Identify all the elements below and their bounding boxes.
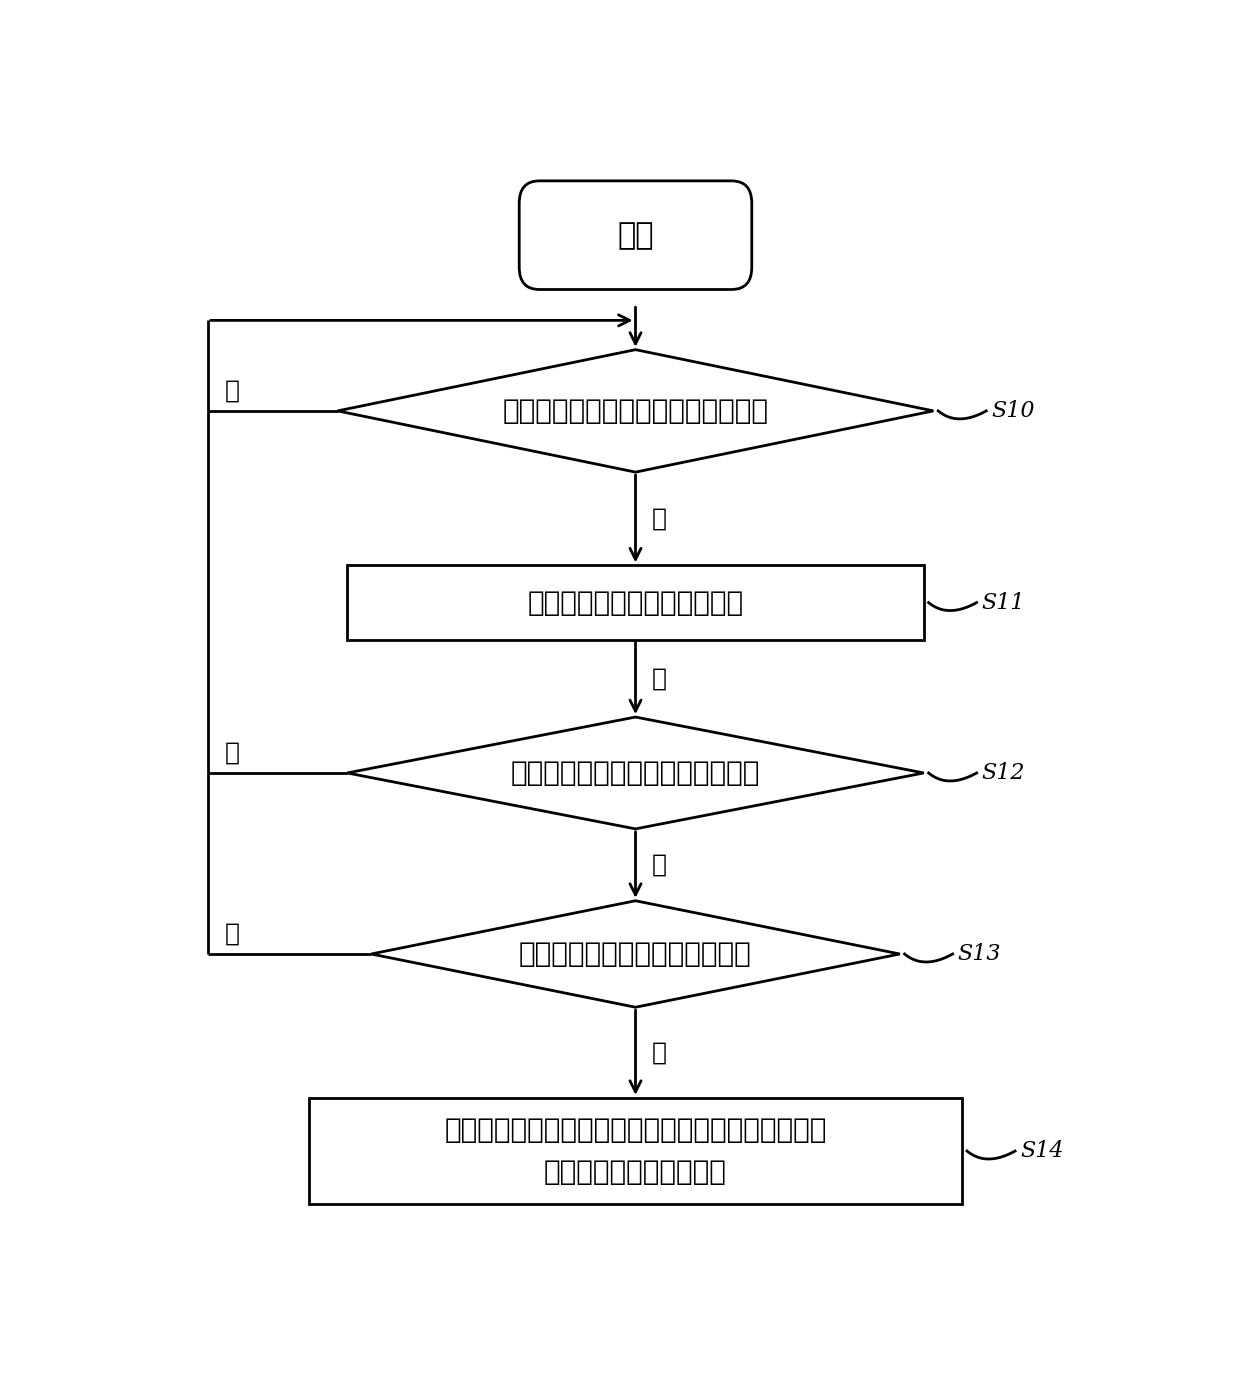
Text: 开始: 开始 bbox=[618, 221, 653, 250]
Text: 是: 是 bbox=[652, 1040, 667, 1065]
Text: S11: S11 bbox=[982, 592, 1025, 614]
Text: S12: S12 bbox=[982, 762, 1025, 784]
Text: S14: S14 bbox=[1021, 1140, 1064, 1162]
Text: 是: 是 bbox=[652, 667, 667, 690]
Bar bbox=[347, 566, 924, 640]
Polygon shape bbox=[347, 716, 924, 828]
Text: 判断励磁涌流是否大于预设电流幅值: 判断励磁涌流是否大于预设电流幅值 bbox=[502, 397, 769, 425]
FancyBboxPatch shape bbox=[520, 181, 751, 289]
Text: S10: S10 bbox=[991, 400, 1034, 422]
Text: 计算出励磁涌流的上升沿斜率: 计算出励磁涌流的上升沿斜率 bbox=[527, 589, 744, 617]
Text: 否: 否 bbox=[224, 379, 239, 402]
Text: 是: 是 bbox=[652, 853, 667, 877]
Text: 否: 否 bbox=[224, 921, 239, 946]
Polygon shape bbox=[371, 900, 900, 1007]
Text: 控制与消谐电阻串联的控制开关闭合，对所述电磁式
电压互感器进行消谐处理: 控制与消谐电阻串联的控制开关闭合，对所述电磁式 电压互感器进行消谐处理 bbox=[444, 1116, 827, 1185]
Text: 判断上升沿斜率是否大于预设斜率: 判断上升沿斜率是否大于预设斜率 bbox=[511, 759, 760, 787]
Text: 是: 是 bbox=[652, 506, 667, 531]
Text: S13: S13 bbox=[957, 943, 1001, 965]
Bar bbox=[309, 1098, 962, 1205]
Text: 判断计数器是否满足第三预设值: 判断计数器是否满足第三预设值 bbox=[520, 940, 751, 968]
Polygon shape bbox=[337, 350, 934, 472]
Text: 否: 否 bbox=[224, 740, 239, 765]
